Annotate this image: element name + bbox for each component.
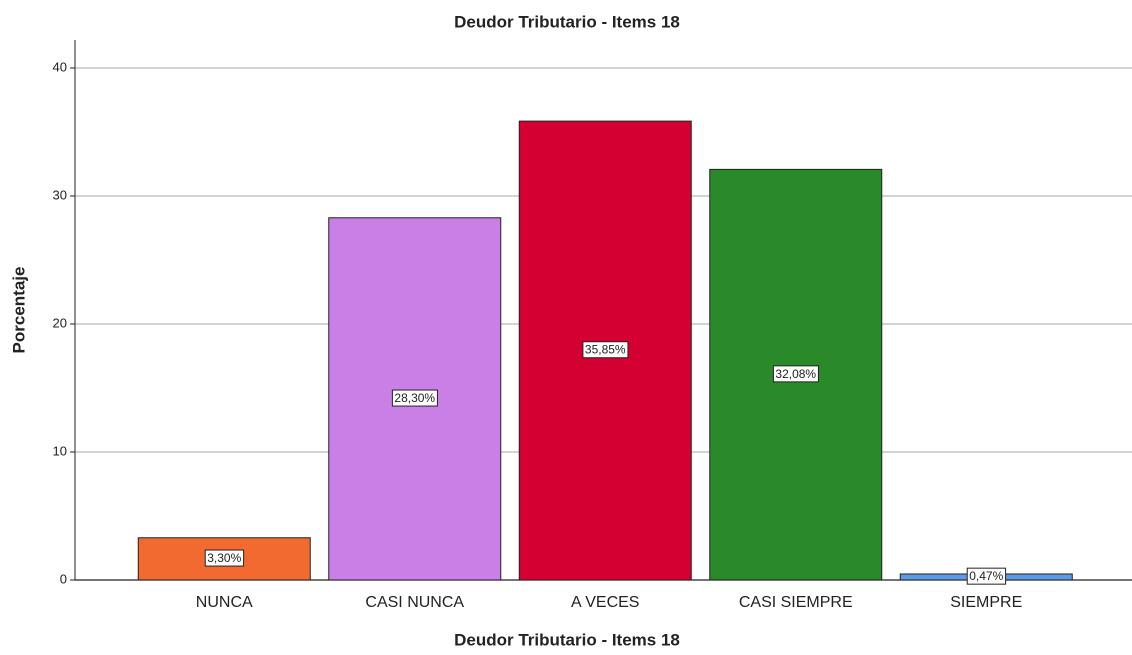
value-label-box	[966, 567, 1007, 585]
value-label-box	[582, 341, 629, 359]
y-tick-label: 10	[53, 443, 67, 458]
value-label: 35,85%	[585, 343, 626, 357]
x-tick-label: NUNCA	[196, 594, 253, 611]
x-tick-label: SIEMPRE	[950, 594, 1022, 611]
y-tick-label: 0	[60, 571, 67, 586]
x-tick-label: CASI SIEMPRE	[739, 594, 853, 611]
y-tick-label: 40	[53, 59, 67, 74]
y-tick-label: 20	[53, 315, 67, 330]
x-tick-label: CASI NUNCA	[365, 594, 464, 611]
value-label: 32,08%	[775, 367, 816, 381]
y-axis-title: Porcentaje	[9, 267, 28, 354]
value-label: 3,30%	[207, 551, 241, 565]
value-label-box	[391, 389, 438, 407]
y-tick-label: 30	[53, 187, 67, 202]
value-label-box	[772, 365, 819, 383]
value-label-box	[204, 549, 245, 567]
x-axis-title: Deudor Tributario - Items 18	[454, 630, 680, 649]
chart-title: Deudor Tributario - Items 18	[454, 12, 680, 31]
value-label: 0,47%	[969, 569, 1003, 583]
value-label: 28,30%	[394, 391, 435, 405]
x-tick-label: A VECES	[571, 594, 639, 611]
